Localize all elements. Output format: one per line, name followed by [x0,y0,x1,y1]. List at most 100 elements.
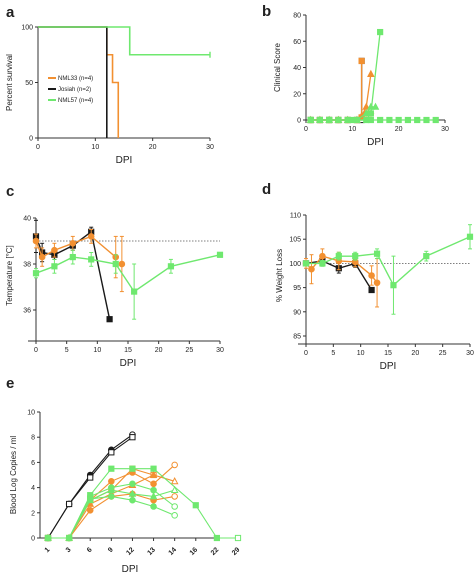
data-point-1-1 [38,253,46,261]
data-point-3-5 [131,288,138,295]
score-point-5-8 [377,28,384,36]
score-point-4-6 [362,109,371,117]
viremia-point-7-4 [129,480,136,488]
series-line-2 [306,236,471,287]
data-point-0-4 [368,286,375,294]
x-tick-label: 15 [124,347,132,354]
score-point-6-5 [386,116,393,124]
x-tick-label: 10 [93,347,101,354]
data-point-3-1 [51,263,58,270]
x-tick-label: 6 [86,546,94,554]
score-point-4-8 [371,102,380,110]
x-axis-label: DPI [380,361,397,372]
data-point-2-5 [390,282,397,289]
viremia-point-1-1 [66,500,73,508]
data-point-3-6 [167,263,175,270]
x-axis-label: DPI [367,137,384,148]
data-point-1-6 [373,279,381,287]
viremia-point-6-5 [150,465,157,472]
viremia-line-1 [47,436,133,539]
panel-letter-a: a [6,4,15,21]
x-tick-label: 10 [357,350,365,357]
viremia-point-4-6 [170,477,179,485]
y-tick-label: 6 [31,460,35,467]
score-point-1-7 [358,57,365,65]
y-tick-label: 0 [31,536,35,543]
x-tick-label: 14 [168,546,179,557]
score-point-6-0 [307,116,314,124]
data-point-1-3 [69,240,77,247]
data-point-3-3 [88,256,95,263]
data-point-2-0 [302,260,310,267]
y-tick-label: 100 [21,25,33,32]
viremia-point-4-5 [149,470,158,478]
data-point-1-5 [368,272,375,279]
panel-letter-c: c [6,183,14,200]
data-point-1-1 [308,265,315,273]
panel-letter-d: d [262,181,271,198]
legend-label-2: NML57 (n=4) [58,98,93,104]
x-axis-label: DPI [116,155,133,166]
y-tick-label: 0 [29,136,33,143]
data-point-3-0 [32,270,40,277]
viremia-point-8-4 [128,489,137,497]
data-point-1-2 [319,252,326,260]
x-axis-label: DPI [122,564,139,575]
score-point-5-7 [367,110,374,117]
data-point-2-2 [335,253,342,260]
data-point-2-3 [352,253,359,260]
score-point-6-8 [414,116,421,124]
data-point-0-5 [106,316,113,323]
panel-c: c 0 5 10 15 20 25 30 36 38 40 DPI Temperature [°C] [5,183,224,369]
x-tick-label: 30 [441,126,449,133]
y-tick-label: 10 [27,410,35,417]
y-axis-label: Blood Log Copies / ml [9,436,18,514]
viremia-point-8-3 [107,485,116,494]
y-tick-label: 60 [293,39,301,46]
x-tick-label: 20 [149,144,157,151]
x-tick-label: 5 [331,350,335,357]
viremia-point-9-0 [44,534,52,542]
y-tick-label: 80 [293,13,301,20]
data-point-3-2 [69,254,76,261]
viremia-point-8-5 [149,492,158,500]
x-tick-label: 0 [36,144,40,151]
x-tick-label: 0 [304,126,308,133]
x-tick-label: 0 [34,347,38,354]
legend-label-0: NML33 (n=4) [58,76,93,82]
legend-label-1: Josiah (n=2) [58,87,91,93]
x-tick-label: 30 [466,350,474,357]
viremia-point-9-1 [65,534,73,542]
viremia-point-6-3 [108,465,115,472]
viremia-point-2-6 [171,461,178,469]
data-point-2-6 [423,253,430,260]
score-point-6-9 [423,116,430,124]
x-tick-label: 0 [304,350,308,357]
y-tick-label: 40 [293,65,301,72]
viremia-point-1-3 [108,449,115,456]
x-tick-label: 10 [91,144,99,151]
data-point-3-4 [112,260,119,268]
viremia-point-2-3 [108,478,115,485]
viremia-point-1-2 [87,474,94,481]
viremia-point-2-5 [150,480,157,488]
panel-b: b 0 10 20 30 0 20 40 60 80 DPI Clinical Score [262,3,449,148]
viremia-point-6-9 [234,534,242,542]
score-point-2-8 [367,69,375,77]
score-point-6-7 [404,116,412,124]
y-tick-label: 50 [25,80,33,87]
viremia-point-9-5 [150,503,157,510]
y-tick-label: 110 [290,213,301,220]
y-tick-label: 0 [297,118,301,125]
x-tick-label: 10 [348,126,356,133]
data-point-1-2 [51,246,58,254]
x-tick-label: 20 [155,347,163,354]
viremia-point-9-4 [129,496,136,504]
panel-d: d 0 5 10 15 20 25 30 85 90 95 100 105 110 DPI % Weight … [262,181,474,372]
viremia-point-9-2 [86,495,94,503]
x-tick-label: 15 [384,350,392,357]
viremia-point-7-6 [171,503,178,510]
y-tick-label: 100 [289,261,301,268]
